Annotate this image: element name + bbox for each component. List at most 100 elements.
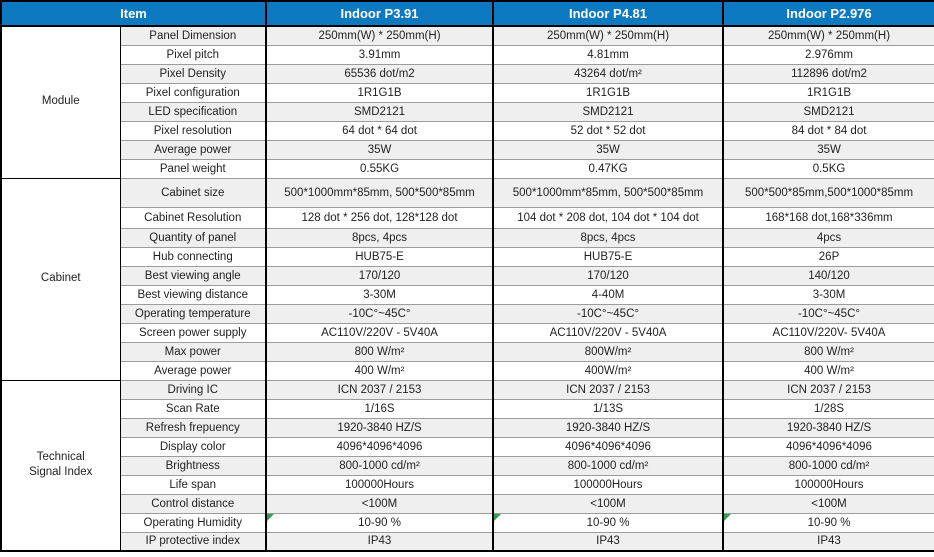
spec-value-text: 65536 dot/m2 bbox=[344, 67, 415, 80]
spec-value-text: 1920-3840 HZ/S bbox=[786, 421, 872, 434]
spec-value-text: 1/16S bbox=[364, 402, 395, 415]
section-group-text: Technical Signal Index bbox=[29, 450, 93, 479]
spec-value-text: 500*500*85mm,500*1000*85mm bbox=[744, 186, 914, 199]
spec-value-text: 400W/m² bbox=[584, 364, 632, 377]
spec-value-text: ICN 2037 / 2153 bbox=[566, 383, 650, 396]
error-flag-icon bbox=[268, 514, 275, 521]
spec-value: 250mm(W) * 250mm(H) bbox=[492, 25, 724, 46]
spec-value-text: 3-30M bbox=[812, 288, 846, 301]
spec-value-text: 52 dot * 52 dot bbox=[570, 124, 646, 137]
row-label: Average power bbox=[119, 139, 267, 160]
spec-value: IP43 bbox=[722, 531, 934, 552]
header-col-indoor-p481: Indoor P4.81 bbox=[492, 0, 725, 27]
spec-row: LED specification SMD2121 SMD2121 SMD2121 bbox=[1, 101, 934, 122]
spec-value: 168*168 dot,168*336mm bbox=[722, 206, 934, 229]
row-label: Display color bbox=[119, 436, 267, 457]
spec-value-text: 400 W/m² bbox=[804, 364, 854, 377]
spec-value: 1R1G1B bbox=[492, 82, 724, 103]
spec-value-text: 100000Hours bbox=[573, 478, 643, 491]
spec-value: 104 dot * 208 dot, 104 dot * 104 dot bbox=[492, 206, 724, 229]
spec-value-text: 0.5KG bbox=[812, 162, 846, 175]
spec-value: ICN 2037 / 2153 bbox=[492, 379, 724, 400]
spec-value: SMD2121 bbox=[722, 101, 934, 122]
spec-row: Pixel resolution 64 dot * 64 dot 52 dot * … bbox=[1, 120, 934, 141]
spec-value: AC110V/220V - 5V40A bbox=[492, 322, 724, 343]
spec-value-text: 1920-3840 HZ/S bbox=[337, 421, 422, 434]
spec-value: 500*1000mm*85mm, 500*500*85mm bbox=[265, 177, 494, 208]
spec-value-text: 1R1G1B bbox=[806, 86, 852, 99]
spec-value-text: 128 dot * 256 dot, 128*128 dot bbox=[301, 211, 458, 224]
spec-row: Average power 35W 35W 35W bbox=[1, 139, 934, 160]
row-label: Operating Humidity bbox=[119, 512, 267, 533]
spec-value-text: 1/28S bbox=[813, 402, 845, 415]
spec-value: <100M bbox=[265, 493, 494, 514]
spec-value: HUB75-E bbox=[492, 246, 724, 267]
spec-value: 500*500*85mm,500*1000*85mm bbox=[722, 177, 934, 208]
row-label: Max power bbox=[119, 341, 267, 362]
spec-row: IP protective index IP43 IP43 IP43 bbox=[1, 531, 934, 552]
spec-value-text: 500*1000mm*85mm, 500*500*85mm bbox=[284, 186, 475, 199]
spec-value-text: 35W bbox=[817, 143, 841, 156]
spec-value: 35W bbox=[492, 139, 724, 160]
row-label: Panel weight bbox=[119, 158, 267, 179]
spec-value: 170/120 bbox=[265, 265, 494, 286]
spec-value-text: 800W/m² bbox=[584, 345, 632, 358]
error-flag-icon bbox=[725, 514, 732, 521]
spec-value: -10C°~45C° bbox=[492, 303, 724, 324]
spec-value: 10-90 % bbox=[492, 512, 724, 533]
spec-value-text: HUB75-E bbox=[583, 250, 633, 263]
row-label: Cabinet size bbox=[119, 177, 267, 208]
row-label: Pixel configuration bbox=[119, 82, 267, 103]
spec-value: 4.81mm bbox=[492, 44, 724, 65]
spec-value-text: 100000Hours bbox=[344, 478, 415, 491]
row-label: Quantity of panel bbox=[119, 227, 267, 248]
row-label: Control distance bbox=[119, 493, 267, 514]
spec-value-text: 4.81mm bbox=[587, 48, 629, 61]
spec-value: ICN 2037 / 2153 bbox=[265, 379, 494, 400]
spec-value: 4pcs bbox=[722, 227, 934, 248]
row-label: Average power bbox=[119, 360, 267, 381]
spec-value: 4-40M bbox=[492, 284, 724, 305]
spec-value: 400 W/m² bbox=[265, 360, 494, 381]
spec-row: Best viewing distance 3-30M 4-40M 3-30M bbox=[1, 284, 934, 305]
spec-value: 250mm(W) * 250mm(H) bbox=[265, 25, 494, 46]
spec-value: 0.47KG bbox=[492, 158, 724, 179]
spec-value-text: 4096*4096*4096 bbox=[565, 440, 651, 453]
row-label: Scan Rate bbox=[119, 398, 267, 419]
spec-value: 2.976mm bbox=[722, 44, 934, 65]
spec-value-text: 140/120 bbox=[808, 269, 850, 282]
spec-value-text: 250mm(W) * 250mm(H) bbox=[546, 29, 670, 42]
spec-value: 4096*4096*4096 bbox=[265, 436, 494, 457]
spec-value-text: IP43 bbox=[817, 535, 841, 548]
spec-value: 800 W/m² bbox=[265, 341, 494, 362]
spec-value: -10C°~45C° bbox=[722, 303, 934, 324]
spec-value-text: <100M bbox=[590, 497, 626, 510]
spec-value-text: 3-30M bbox=[363, 288, 396, 301]
spec-value: 26P bbox=[722, 246, 934, 267]
spec-value: 1R1G1B bbox=[722, 82, 934, 103]
spec-value-text: ICN 2037 / 2153 bbox=[787, 383, 871, 396]
spec-value-text: 10-90 % bbox=[358, 516, 401, 529]
row-label: Screen power supply bbox=[119, 322, 267, 343]
spec-value: 800W/m² bbox=[492, 341, 724, 362]
spec-value-text: AC110V/220V - 5V40A bbox=[321, 326, 438, 339]
spec-value: 1/13S bbox=[492, 398, 724, 419]
spec-row: Average power 400 W/m² 400W/m² 400 W/m² bbox=[1, 360, 934, 381]
spec-row: Operating Humidity 10-90 % 10-90 % 10-90 % bbox=[1, 512, 934, 533]
spec-value-text: 43264 dot/m² bbox=[574, 67, 642, 80]
spec-row: Cabinet Resolution 128 dot * 256 dot, 128… bbox=[1, 206, 934, 229]
spec-row: Screen power supply AC110V/220V - 5V40A AC… bbox=[1, 322, 934, 343]
spec-row: Pixel configuration 1R1G1B 1R1G1B 1R1G1B bbox=[1, 82, 934, 103]
spec-value-text: -10C°~45C° bbox=[348, 307, 411, 320]
spec-value: 250mm(W) * 250mm(H) bbox=[722, 25, 934, 46]
spec-value-text: 10-90 % bbox=[807, 516, 851, 529]
spec-value-text: 800-1000 cd/m² bbox=[339, 459, 420, 472]
spec-value: 1920-3840 HZ/S bbox=[265, 417, 494, 438]
row-label: Hub connecting bbox=[119, 246, 267, 267]
row-label: Pixel resolution bbox=[119, 120, 267, 141]
spec-value: 8pcs, 4pcs bbox=[265, 227, 494, 248]
spec-value: SMD2121 bbox=[265, 101, 494, 122]
spec-value: 52 dot * 52 dot bbox=[492, 120, 724, 141]
spec-table-body: Module Panel Dimension 250mm(W) * 250mm(H)… bbox=[1, 25, 934, 552]
